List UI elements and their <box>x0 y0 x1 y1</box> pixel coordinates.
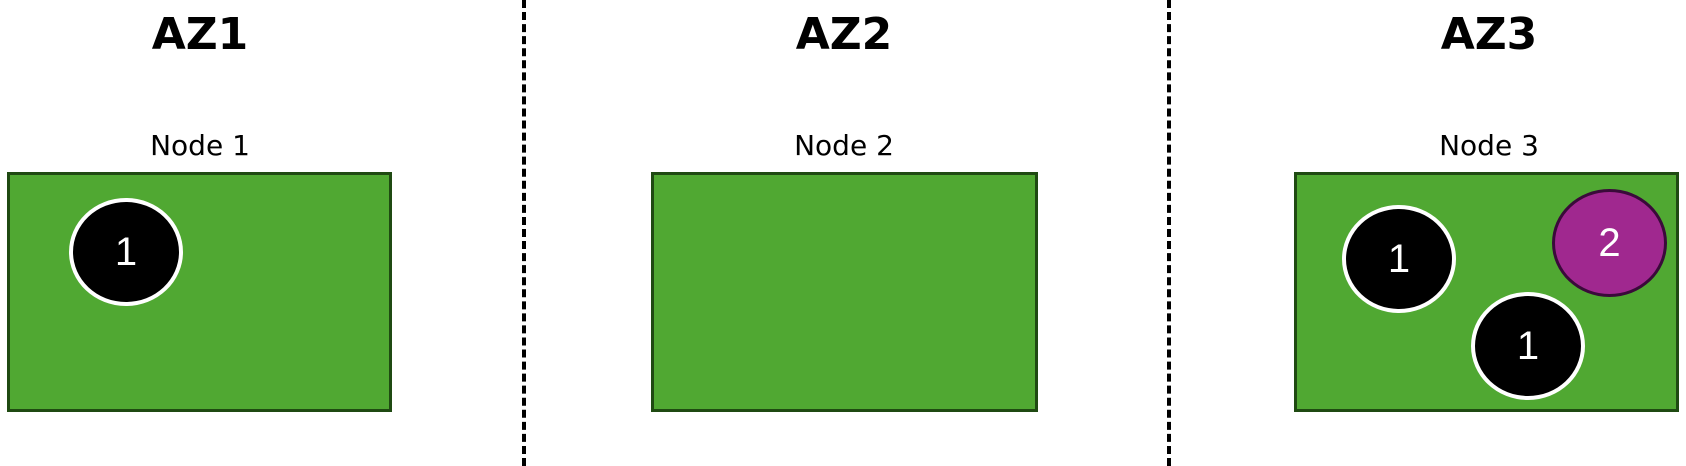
pod-1: 1 <box>1471 292 1585 400</box>
node2-box <box>651 172 1038 412</box>
node1-label: Node 1 <box>150 129 250 162</box>
pod-1: 1 <box>1342 205 1456 313</box>
az2-title: AZ2 <box>795 9 893 60</box>
pod-1: 1 <box>69 198 183 306</box>
zone-divider-2 <box>1167 0 1171 466</box>
node3-label: Node 3 <box>1439 129 1539 162</box>
az3-title: AZ3 <box>1440 9 1538 60</box>
node2-label: Node 2 <box>794 129 894 162</box>
pod-2: 2 <box>1552 189 1667 297</box>
node1-box: 1 <box>7 172 392 412</box>
az1-title: AZ1 <box>151 9 249 60</box>
node3-box: 1 2 1 <box>1294 172 1679 412</box>
zone-divider-1 <box>522 0 526 466</box>
